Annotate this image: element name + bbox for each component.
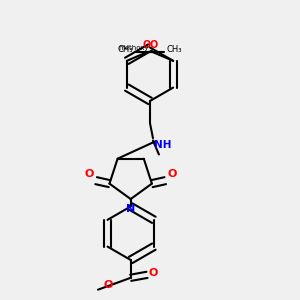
Text: NH: NH xyxy=(154,140,172,151)
Text: O: O xyxy=(149,40,158,50)
Text: CH₃: CH₃ xyxy=(167,45,182,54)
Text: methoxy: methoxy xyxy=(119,44,149,50)
Text: N: N xyxy=(126,203,135,214)
Text: O: O xyxy=(103,280,112,290)
Text: O: O xyxy=(167,169,176,179)
Text: CH₃: CH₃ xyxy=(118,45,133,54)
Text: O: O xyxy=(149,268,158,278)
Text: O: O xyxy=(142,40,151,50)
Text: O: O xyxy=(85,169,94,179)
